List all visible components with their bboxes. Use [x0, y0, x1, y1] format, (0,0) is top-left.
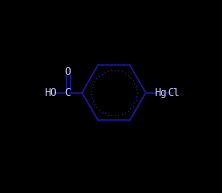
- Point: [129, 107, 132, 110]
- Point: [135, 88, 138, 91]
- Point: [135, 95, 138, 98]
- Point: [106, 69, 110, 72]
- Point: [109, 114, 113, 117]
- Point: [131, 78, 134, 81]
- Point: [117, 113, 120, 117]
- Point: [90, 96, 93, 99]
- Point: [91, 100, 95, 103]
- Point: [103, 70, 106, 73]
- Point: [89, 93, 93, 96]
- Point: [129, 75, 132, 78]
- Point: [91, 83, 95, 86]
- Text: O: O: [64, 67, 71, 77]
- Point: [95, 77, 98, 80]
- Point: [123, 111, 127, 114]
- Text: C: C: [64, 88, 71, 98]
- Point: [134, 98, 137, 101]
- Point: [123, 71, 127, 74]
- Point: [106, 113, 110, 116]
- Point: [93, 80, 96, 83]
- Point: [93, 103, 96, 106]
- Point: [97, 74, 101, 77]
- Point: [133, 101, 136, 104]
- Point: [126, 109, 129, 112]
- Point: [113, 114, 117, 117]
- Point: [90, 86, 93, 89]
- Point: [133, 81, 136, 84]
- Point: [126, 73, 129, 76]
- Text: HO: HO: [44, 88, 57, 98]
- Point: [113, 68, 117, 71]
- Point: [131, 104, 134, 107]
- Point: [95, 106, 98, 109]
- Point: [120, 113, 123, 116]
- Text: Cl: Cl: [167, 88, 180, 98]
- Point: [89, 89, 93, 92]
- Point: [100, 110, 103, 113]
- Point: [120, 70, 123, 73]
- Point: [135, 91, 139, 94]
- Point: [109, 69, 113, 72]
- Point: [134, 84, 137, 87]
- Point: [97, 108, 101, 111]
- Point: [117, 69, 120, 72]
- Point: [100, 72, 103, 75]
- Text: Hg: Hg: [154, 88, 166, 98]
- Point: [103, 112, 106, 115]
